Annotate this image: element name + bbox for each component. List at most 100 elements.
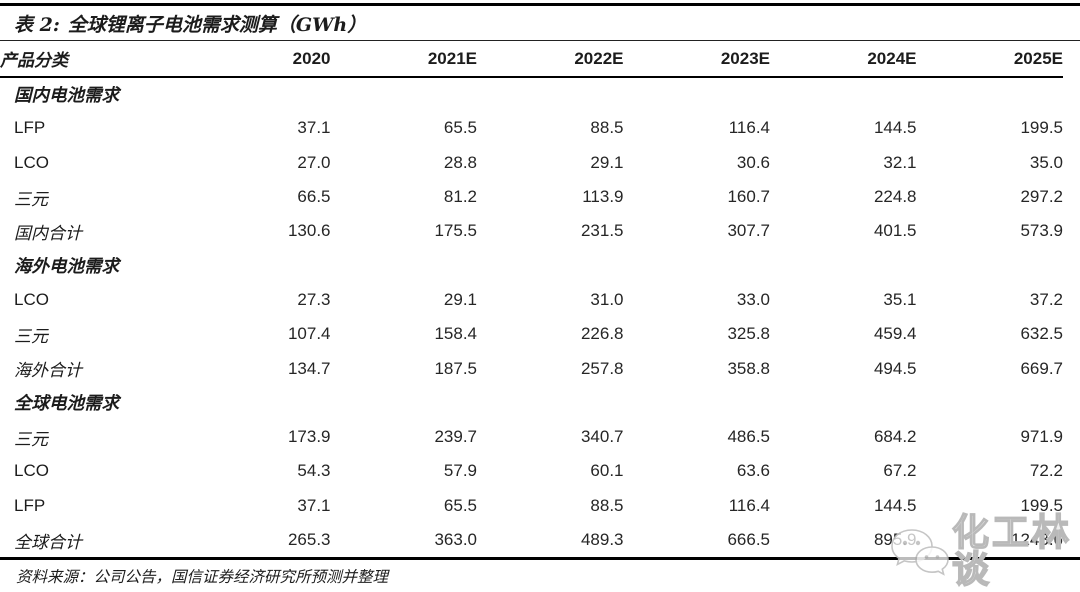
table-row: LCO 27.3 29.1 31.0 33.0 35.1 37.2 (0, 283, 1063, 317)
column-header-year: 2021E (330, 41, 477, 78)
column-header-year: 2022E (477, 41, 624, 78)
cell-value: 29.1 (590, 152, 624, 172)
cell-value: 199.5 (1020, 118, 1063, 138)
table-title-text: 全球锂离子电池需求测算（GWh） (67, 13, 367, 36)
cell-value: 29.1 (443, 289, 477, 309)
cell-value: 684.2 (873, 427, 917, 447)
cell-value: 88.5 (590, 118, 624, 138)
cell-value: 134.7 (287, 358, 331, 378)
cell-value: 54.3 (297, 461, 331, 481)
table-row: 全球合计 265.3 363.0 489.3 666.5 895.9 1243.6 (0, 523, 1063, 557)
column-header-year: 2025E (916, 41, 1063, 78)
cell-value: 57.9 (443, 461, 477, 481)
section-header-row: 海外电池需求 (0, 248, 1063, 282)
column-header-category: 产品分类 (0, 41, 184, 78)
cell-value: 173.9 (287, 427, 331, 447)
cell-value: 35.0 (1029, 152, 1063, 172)
cell-value: 669.7 (1020, 358, 1063, 378)
row-label: 海外合计 (14, 361, 82, 382)
cell-value: 31.0 (590, 289, 624, 309)
table-body: 国内电池需求 LFP 37.1 65.5 88.5 116.4 144.5 199.5 LCO 2… (0, 77, 1063, 557)
cell-value: 160.7 (727, 187, 770, 207)
cell-value: 459.4 (873, 324, 917, 344)
row-label: 三元 (14, 429, 48, 450)
cell-value: 144.5 (873, 495, 917, 515)
cell-value: 130.6 (287, 221, 331, 241)
cell-value: 72.2 (1029, 461, 1063, 481)
cell-value: 107.4 (287, 324, 331, 344)
cell-value: 971.9 (1020, 427, 1063, 447)
section-header: 国内电池需求 (14, 86, 119, 107)
table-header: 产品分类 2020 2021E 2022E 2023E 2024E 2025E (0, 41, 1063, 78)
cell-value: 199.5 (1020, 495, 1063, 515)
cell-value: 666.5 (727, 530, 770, 549)
section-header: 海外电池需求 (14, 257, 119, 278)
cell-value: 231.5 (580, 221, 624, 241)
row-label: LCO (14, 461, 49, 481)
cell-value: 257.8 (580, 358, 624, 378)
column-header-year: 2024E (770, 41, 917, 78)
cell-value: 37.2 (1029, 289, 1063, 309)
row-label: LFP (14, 495, 46, 515)
cell-value: 307.7 (727, 221, 770, 241)
table-row: 海外合计 134.7 187.5 257.8 358.8 494.5 669.7 (0, 351, 1063, 385)
cell-value: 239.7 (434, 427, 477, 447)
cell-value: 66.5 (297, 187, 331, 207)
table-row: 国内合计 130.6 175.5 231.5 307.7 401.5 573.9 (0, 214, 1063, 248)
table-row: LCO 54.3 57.9 60.1 63.6 67.2 72.2 (0, 454, 1063, 488)
row-label: LCO (14, 289, 49, 309)
title-divider (0, 40, 1080, 41)
table-title-prefix: 表 2: (14, 13, 60, 36)
cell-value: 1243.6 (1011, 530, 1063, 549)
cell-value: 895.9 (873, 530, 917, 549)
cell-value: 67.2 (883, 461, 917, 481)
row-label: LCO (14, 152, 49, 172)
cell-value: 224.8 (873, 187, 917, 207)
cell-value: 632.5 (1020, 324, 1063, 344)
cell-value: 297.2 (1020, 187, 1063, 207)
table-row: LCO 27.0 28.8 29.1 30.6 32.1 35.0 (0, 146, 1063, 180)
cell-value: 116.4 (728, 495, 770, 515)
row-label: 三元 (14, 189, 48, 210)
source-note: 资料来源：公司公告，国信证券经济研究所预测并整理 (16, 568, 389, 586)
cell-value: 144.5 (873, 118, 917, 138)
cell-value: 358.8 (727, 358, 770, 378)
cell-value: 175.5 (434, 221, 477, 241)
cell-value: 226.8 (580, 324, 624, 344)
row-label: 国内合计 (14, 223, 82, 244)
table-row: LFP 37.1 65.5 88.5 116.4 144.5 199.5 (0, 489, 1063, 523)
demand-table: 产品分类 2020 2021E 2022E 2023E 2024E 2025E 国内电池需求… (0, 41, 1063, 557)
cell-value: 340.7 (580, 427, 624, 447)
row-label: 全球合计 (14, 532, 82, 553)
section-header-row: 全球电池需求 (0, 386, 1063, 420)
cell-value: 265.3 (287, 530, 331, 549)
cell-value: 37.1 (297, 118, 331, 138)
column-header-year: 2020 (184, 41, 331, 78)
cell-value: 489.3 (580, 530, 624, 549)
cell-value: 158.4 (434, 324, 477, 344)
cell-value: 113.9 (582, 187, 624, 207)
cell-value: 37.1 (297, 495, 331, 515)
cell-value: 88.5 (590, 495, 624, 515)
section-header-row: 国内电池需求 (0, 77, 1063, 111)
section-header: 全球电池需求 (14, 394, 119, 415)
cell-value: 363.0 (434, 530, 477, 549)
cell-value: 573.9 (1020, 221, 1063, 241)
row-label: 三元 (14, 326, 48, 347)
table-row: 三元 66.5 81.2 113.9 160.7 224.8 297.2 (0, 180, 1063, 214)
cell-value: 30.6 (736, 152, 770, 172)
cell-value: 116.4 (728, 118, 770, 138)
cell-value: 486.5 (727, 427, 770, 447)
cell-value: 35.1 (883, 289, 917, 309)
column-header-year: 2023E (623, 41, 770, 78)
table-row: 三元 107.4 158.4 226.8 325.8 459.4 632.5 (0, 317, 1063, 351)
cell-value: 33.0 (736, 289, 770, 309)
cell-value: 65.5 (443, 118, 477, 138)
table-row: 三元 173.9 239.7 340.7 486.5 684.2 971.9 (0, 420, 1063, 454)
cell-value: 81.2 (443, 187, 477, 207)
cell-value: 28.8 (443, 152, 477, 172)
cell-value: 65.5 (443, 495, 477, 515)
cell-value: 63.6 (736, 461, 770, 481)
cell-value: 27.0 (297, 152, 331, 172)
